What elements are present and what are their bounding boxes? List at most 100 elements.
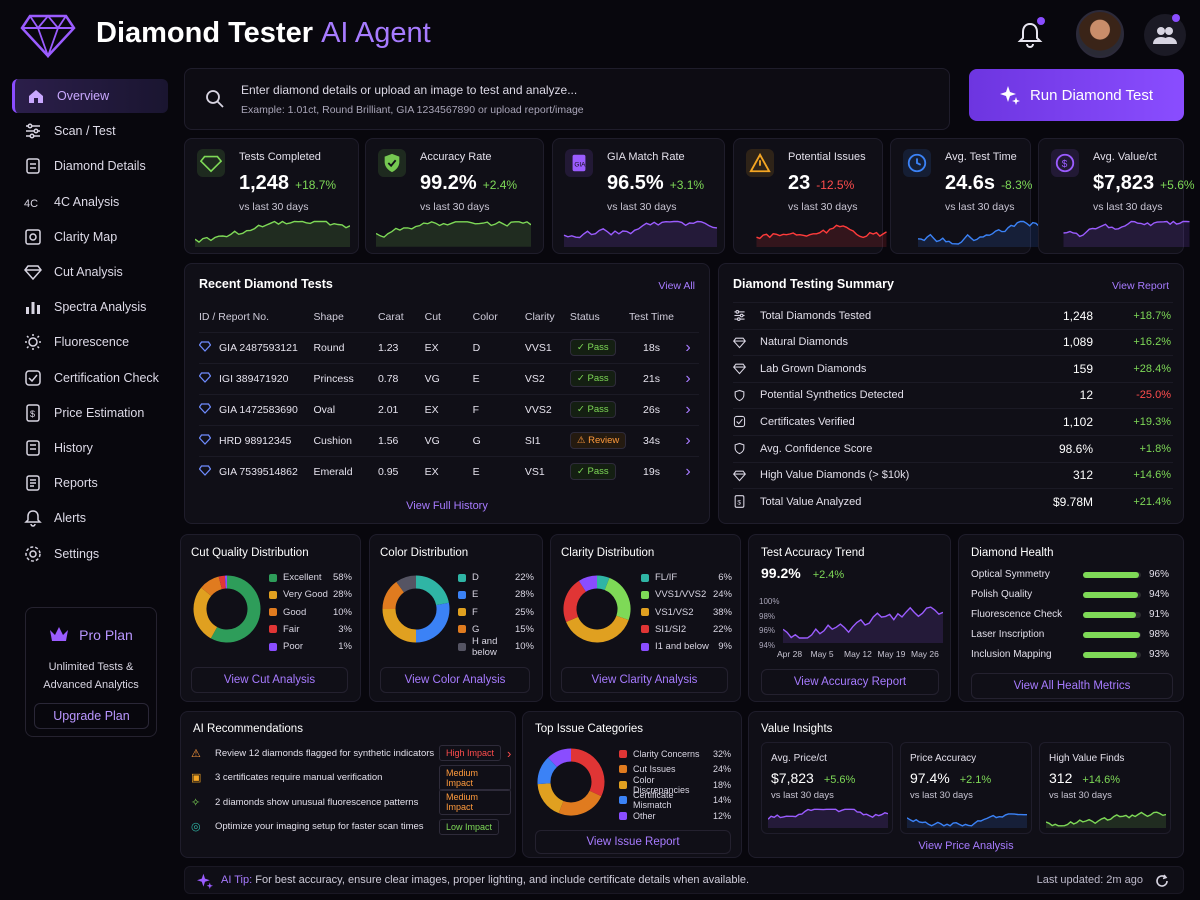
test-time: 34s: [629, 424, 686, 456]
sparkle-icon: [197, 873, 213, 889]
table-row[interactable]: HRD 98912345 Cushion 1.56 VG G SI1 ⚠ Review 34s…: [198, 424, 699, 456]
refresh-icon[interactable]: [1155, 874, 1169, 888]
sidebar-item-cut-analysis[interactable]: Cut Analysis: [12, 255, 168, 289]
view-clarity-analysis-button[interactable]: View Clarity Analysis: [561, 667, 728, 693]
diamond-icon: [733, 363, 746, 375]
sidebar-item-label: Clarity Map: [54, 229, 118, 244]
legend-item: F 25%: [458, 604, 534, 621]
health-progress-bar: [1083, 632, 1141, 638]
y-tick: 96%: [759, 626, 776, 635]
health-metric-label: Laser Inscription: [971, 629, 1045, 640]
recommendation-item[interactable]: ✧ 2 diamonds show unusual fluorescence pa…: [191, 789, 511, 815]
kpi-subtext: vs last 30 days: [1093, 201, 1163, 213]
kpi-value: 24.6s -8.3%: [945, 172, 1033, 194]
pro-plan-title: Pro Plan: [26, 626, 156, 643]
summary-row: Natural Diamonds 1,089 +16.2%: [733, 328, 1173, 355]
value-insight-card: Avg. Price/ct $7,823 +5.6% vs last 30 days: [761, 742, 893, 834]
health-metric-value: 91%: [1148, 609, 1169, 620]
test-time: 21s: [629, 362, 686, 394]
diamond-icon: [24, 265, 42, 281]
view-cut-analysis-button[interactable]: View Cut Analysis: [191, 667, 348, 693]
sidebar-item-certification-check[interactable]: Certification Check: [12, 361, 168, 395]
chevron-right-icon[interactable]: ›: [685, 331, 699, 363]
table-row[interactable]: IGI 389471920 Princess 0.78 VG E VS2 ✓ Pass 21s…: [198, 362, 699, 394]
donut-slice: [578, 575, 598, 592]
sidebar-item-label: Price Estimation: [54, 405, 145, 420]
report-id: GIA 1472583690: [198, 393, 314, 425]
cell-carat: 1.23: [377, 331, 425, 363]
cell-shape: Round: [313, 331, 378, 363]
notifications-bell-icon[interactable]: [1015, 20, 1045, 50]
health-title: Diamond Health: [971, 547, 1054, 559]
cell-carat: 0.95: [377, 455, 425, 487]
view-report-link[interactable]: View Report: [1111, 280, 1169, 292]
upgrade-plan-button[interactable]: Upgrade Plan: [34, 703, 149, 729]
chevron-right-icon[interactable]: ›: [685, 424, 699, 456]
cell-cut: EX: [424, 331, 473, 363]
sidebar-item-alerts[interactable]: Alerts: [12, 501, 168, 535]
sidebar-item-4c-analysis[interactable]: 4C 4C Analysis: [12, 185, 168, 219]
view-price-analysis-link[interactable]: View Price Analysis: [918, 840, 1014, 852]
donut-slice: [537, 757, 558, 785]
bell-icon: [24, 510, 42, 528]
sliders-icon: [26, 123, 40, 139]
ai-tip-text: AI Tip: For best accuracy, ensure clear …: [221, 874, 750, 886]
sidebar-item-scan-test[interactable]: Scan / Test: [12, 114, 168, 148]
donut-slice: [193, 587, 218, 639]
cell-cut: VG: [424, 424, 473, 456]
sidebar-item-fluorescence[interactable]: Fluorescence: [12, 325, 168, 359]
table-row[interactable]: GIA 7539514862 Emerald 0.95 EX E VS1 ✓ Pass 19s…: [198, 455, 699, 487]
view-issue-report-button[interactable]: View Issue Report: [535, 830, 731, 854]
recommendation-item[interactable]: ⚠ Review 12 diamonds flagged for syntheti…: [191, 745, 512, 761]
cell-carat: 0.78: [377, 362, 425, 394]
diamond-icon: [198, 403, 212, 414]
kpi-sparkline: [195, 220, 350, 247]
sidebar-item-diamond-details[interactable]: Diamond Details: [12, 149, 168, 183]
insight-label: Avg. Price/ct: [771, 753, 827, 764]
legend-item: H and below 10%: [458, 636, 534, 658]
recent-tests-table: ID / Report No. Shape Carat Cut Color Clarity…: [198, 302, 699, 487]
view-accuracy-report-button[interactable]: View Accuracy Report: [761, 669, 939, 695]
chevron-right-icon[interactable]: ›: [685, 455, 699, 487]
x-tick: May 19: [877, 649, 906, 659]
recommendation-item[interactable]: ▣ 3 certificates require manual verificat…: [191, 764, 511, 791]
recommendation-item[interactable]: ◎ Optimize your imaging setup for faster …: [191, 816, 511, 838]
diamond-icon: [198, 434, 212, 445]
kpi-value: 23 -12.5%: [788, 172, 855, 194]
summary-row: Total Diamonds Tested 1,248 +18.7%: [733, 302, 1173, 328]
view-health-metrics-button[interactable]: View All Health Metrics: [971, 673, 1173, 699]
insight-label: Price Accuracy: [910, 753, 977, 764]
legend-item: E 28%: [458, 586, 534, 603]
chevron-right-icon[interactable]: ›: [685, 362, 699, 394]
report-id: IGI 389471920: [198, 362, 314, 394]
view-all-link[interactable]: View All: [658, 280, 695, 292]
sidebar-item-settings[interactable]: Settings: [12, 537, 168, 571]
bars-icon: [26, 302, 40, 315]
table-row[interactable]: GIA 1472583690 Oval 2.01 EX F VVS2 ✓ Pass 26s ›: [198, 393, 699, 425]
legend-item: Poor 1%: [269, 638, 352, 655]
legend-item: Color Discrepancies 18%: [619, 775, 731, 795]
sidebar-item-history[interactable]: History: [12, 431, 168, 465]
sidebar-item-price-estimation[interactable]: $ Price Estimation: [12, 396, 168, 430]
run-diamond-test-button[interactable]: Run Diamond Test: [969, 69, 1184, 121]
view-color-analysis-button[interactable]: View Color Analysis: [380, 667, 530, 693]
view-full-history-link[interactable]: View Full History: [406, 500, 488, 512]
table-row[interactable]: GIA 2487593121 Round 1.23 EX D VVS1 ✓ Pass 18s ›: [198, 331, 699, 363]
kpi-label: Tests Completed: [239, 151, 321, 163]
chevron-right-icon[interactable]: ›: [685, 393, 699, 425]
shield-icon: [734, 442, 745, 455]
user-avatar[interactable]: [1076, 10, 1124, 58]
chevron-right-icon[interactable]: ›: [507, 745, 512, 761]
value-insights-card: Value Insights View Price Analysis Avg. …: [748, 711, 1184, 858]
cell-shape: Cushion: [313, 424, 378, 456]
kpi-subtext: vs last 30 days: [239, 201, 309, 213]
sidebar-item-overview[interactable]: Overview: [12, 79, 168, 113]
sidebar-item-reports[interactable]: Reports: [12, 466, 168, 500]
sidebar: Overview Scan / Test Diamond Details 4C 4C A…: [10, 68, 170, 748]
diamond-search-box[interactable]: Enter diamond details or upload an image…: [184, 68, 950, 130]
sidebar-item-clarity-map[interactable]: Clarity Map: [12, 220, 168, 254]
search-placeholder: Enter diamond details or upload an image…: [241, 83, 578, 97]
team-button[interactable]: [1144, 14, 1186, 56]
sidebar-item-spectra-analysis[interactable]: Spectra Analysis: [12, 290, 168, 324]
legend-item: Cut Issues 24%: [619, 761, 731, 778]
